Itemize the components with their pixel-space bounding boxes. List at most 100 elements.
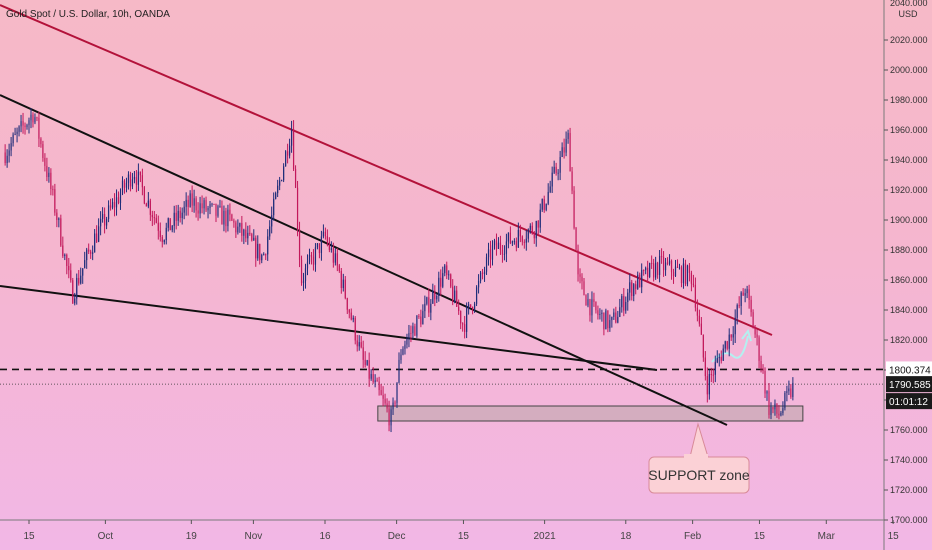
- candle-body: [519, 229, 521, 237]
- candle-body: [635, 284, 637, 289]
- price-tick-label: 1900.000: [890, 215, 928, 225]
- callout-pointer: [689, 422, 709, 458]
- candle-body: [472, 306, 474, 310]
- candle-body: [223, 210, 225, 225]
- candle-body: [78, 277, 80, 284]
- candle-body: [195, 198, 197, 211]
- price-tick-label: 2020.000: [890, 35, 928, 45]
- candle-body: [50, 172, 52, 190]
- candle-body: [324, 231, 326, 237]
- time-tick-label: 15: [888, 531, 900, 542]
- candle-body: [662, 257, 665, 271]
- candle-body: [285, 151, 287, 167]
- candle-body: [509, 232, 511, 244]
- candle-body: [139, 171, 141, 176]
- candle-body: [466, 308, 468, 332]
- price-tick-label: 1820.000: [890, 335, 928, 345]
- candle-body: [587, 299, 589, 306]
- candle-body: [724, 341, 726, 349]
- candle-body: [18, 126, 20, 132]
- candle-body: [404, 344, 406, 349]
- resistance-trendline: [0, 4, 773, 336]
- candle-body: [583, 281, 585, 296]
- candle-body: [567, 132, 569, 139]
- candle-body: [577, 249, 579, 275]
- candle-body: [607, 310, 609, 329]
- candle-body: [209, 204, 211, 209]
- candle-body: [253, 237, 255, 241]
- symbol-title: Gold Spot / U.S. Dollar, 10h, OANDA: [6, 9, 170, 20]
- candle-body: [103, 214, 106, 226]
- candle-body: [571, 171, 573, 191]
- candle-body: [722, 348, 724, 361]
- candle-body: [559, 157, 561, 173]
- candle-body: [692, 283, 695, 285]
- candle-body: [475, 287, 478, 304]
- candle-body: [251, 234, 253, 241]
- candle-body: [597, 310, 599, 315]
- candle-body: [121, 180, 124, 194]
- candle-body: [613, 312, 615, 317]
- candle-body: [125, 182, 128, 188]
- candle-body: [778, 413, 780, 416]
- candle-body: [623, 296, 625, 311]
- candle-body: [619, 307, 621, 317]
- candle-body: [193, 198, 195, 206]
- bar-countdown-badge-bg: [886, 393, 932, 410]
- candle-body: [782, 408, 784, 413]
- candle-body: [732, 334, 734, 338]
- candle-body: [100, 218, 102, 227]
- candle-body: [374, 380, 376, 383]
- candle-body: [479, 272, 482, 281]
- candle-body: [215, 203, 217, 216]
- candle-body: [738, 305, 740, 307]
- candle-body: [259, 243, 261, 261]
- candle-body: [718, 357, 720, 359]
- candle-body: [113, 202, 116, 208]
- candle-body: [593, 299, 595, 302]
- candle-body: [292, 129, 295, 170]
- candle-body: [308, 254, 311, 262]
- candle-body: [185, 199, 187, 207]
- candle-body: [442, 273, 444, 287]
- candle-body: [66, 254, 68, 266]
- candle-body: [235, 222, 237, 233]
- candle-body: [788, 388, 790, 392]
- candle-body: [499, 242, 502, 250]
- projection-arrowhead: [741, 328, 752, 342]
- candle-body: [269, 226, 271, 237]
- candle-body: [525, 238, 527, 243]
- candle-body: [300, 259, 303, 284]
- time-axis: 15 Oct 19 Nov 16 Dec 15 2021 18 Feb 15 Mar 15: [0, 519, 900, 542]
- candle-body: [356, 340, 358, 347]
- price-tick-label: 2040.000: [890, 0, 928, 8]
- candle-body: [736, 305, 738, 318]
- candle-body: [111, 202, 114, 208]
- candle-body: [684, 263, 687, 285]
- support-zone-box: [377, 405, 804, 422]
- candle-body: [370, 374, 372, 379]
- candle-body: [553, 166, 555, 173]
- price-tick-label: 1740.000: [890, 455, 928, 465]
- candle-body: [304, 268, 307, 281]
- candle-body: [752, 312, 754, 329]
- candle-body: [131, 179, 134, 187]
- candle-body: [744, 293, 746, 296]
- candle-body: [764, 370, 766, 394]
- candle-body: [601, 312, 603, 314]
- candle-body: [117, 197, 120, 204]
- candle-body: [129, 174, 132, 187]
- candle-body: [748, 289, 750, 300]
- candle-body: [56, 212, 58, 220]
- candle-body: [74, 298, 76, 304]
- candle-body: [551, 172, 553, 187]
- candle-body: [706, 376, 708, 395]
- candle-body: [444, 265, 446, 274]
- candle-body: [603, 312, 605, 330]
- candle-body: [354, 317, 356, 341]
- candle-body: [233, 220, 235, 223]
- candle-body: [320, 236, 323, 254]
- candle-body: [326, 236, 328, 242]
